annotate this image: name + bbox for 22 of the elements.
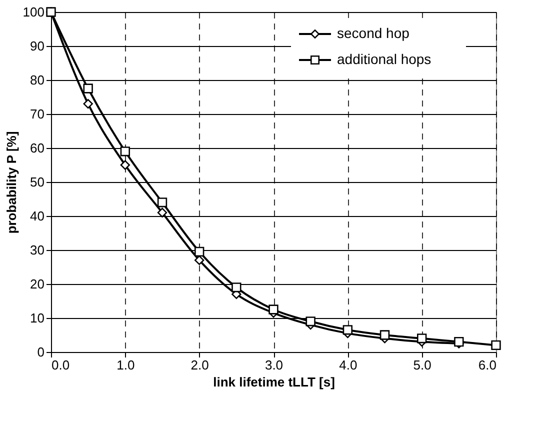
y-tick-label: 100 — [22, 4, 44, 20]
y-tick-label: 60 — [30, 140, 44, 156]
y-tick-label: 0 — [37, 344, 44, 360]
x-tick-label: 0.0 — [52, 358, 70, 372]
x-tick-label: 5.0 — [413, 358, 432, 372]
y-axis-title: probability P [%] — [4, 131, 19, 234]
x-tick-label: 6.0 — [478, 358, 496, 372]
x-tick-label: 3.0 — [264, 358, 284, 372]
x-tick-label: 1.0 — [116, 358, 135, 372]
y-tick-label: 50 — [30, 174, 44, 190]
x-tick-label: 2.0 — [190, 358, 209, 372]
y-tick-label: 90 — [30, 38, 44, 54]
legend-label: second hop — [337, 25, 410, 41]
y-tick-label: 40 — [30, 208, 44, 224]
legend-label: additional hops — [337, 51, 432, 67]
x-axis-title: link lifetime tLLT [s] — [213, 374, 335, 390]
x-tick-label: 4.0 — [339, 358, 358, 372]
y-tick-label: 20 — [30, 276, 44, 292]
y-tick-label: 70 — [30, 106, 44, 122]
y-tick-label: 30 — [30, 242, 44, 258]
y-tick-label: 10 — [30, 310, 44, 326]
y-tick-label: 80 — [30, 72, 44, 88]
